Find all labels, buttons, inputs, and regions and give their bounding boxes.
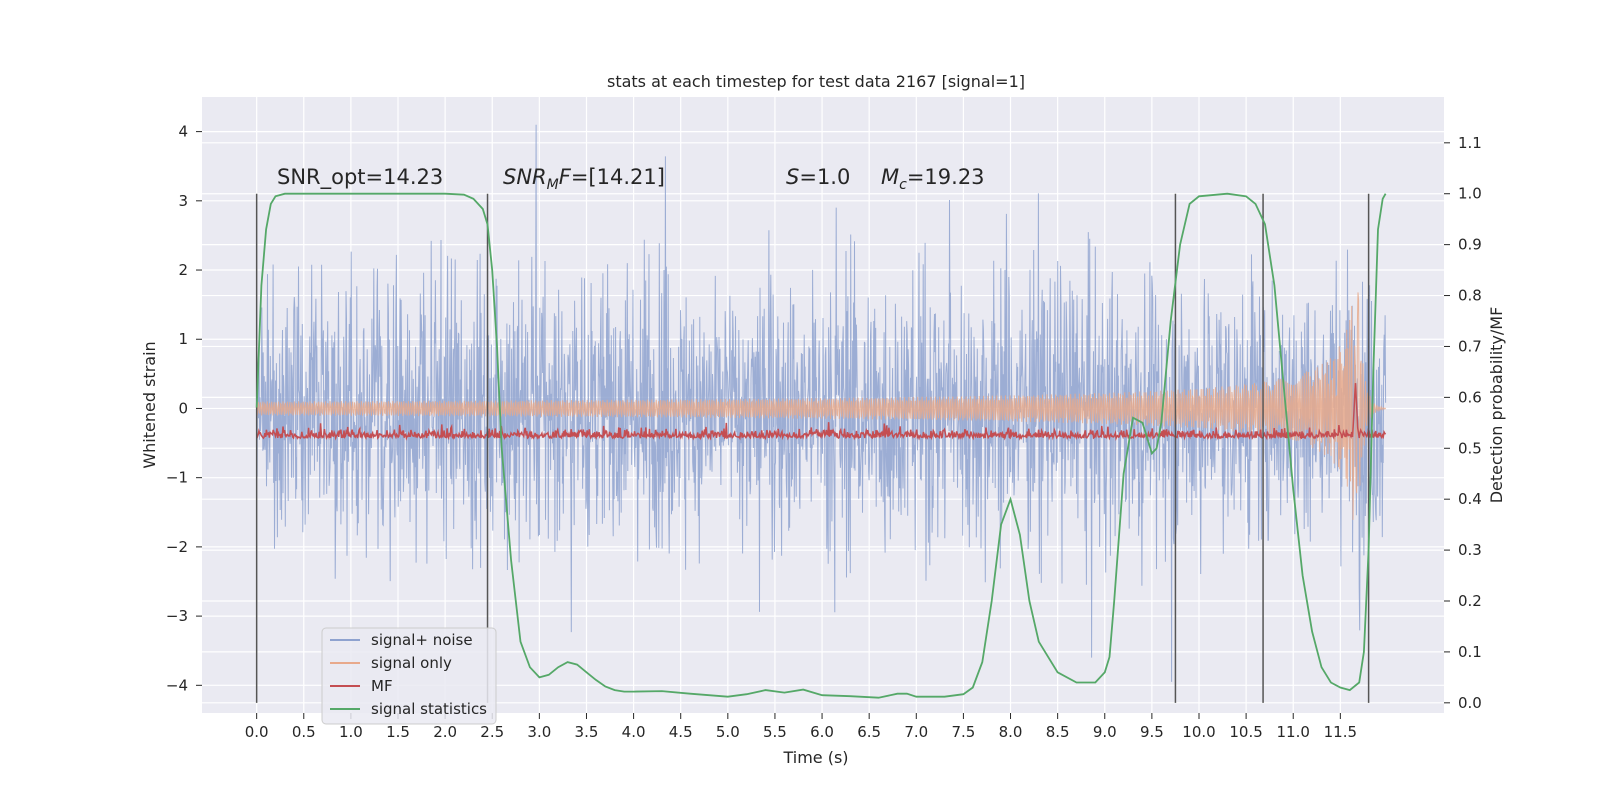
x-axis-ticks: 0.0 0.5 1.0 1.5 2.0 2.5 3.0 3.5 4.0 4.5 5.0 5.5 6.0 6… bbox=[245, 713, 1357, 741]
legend-label-signal-noise: signal+ noise bbox=[371, 631, 473, 649]
x-tick-label: 11.0 bbox=[1277, 723, 1310, 741]
x-tick-label: 6.5 bbox=[857, 723, 881, 741]
x-tick-label: 11.5 bbox=[1324, 723, 1357, 741]
x-tick-label: 7.5 bbox=[951, 723, 975, 741]
x-tick-label: 7.0 bbox=[904, 723, 928, 741]
y-tick-label: −4 bbox=[166, 676, 188, 694]
x-tick-label: 4.0 bbox=[622, 723, 646, 741]
y2-tick-label: 1.0 bbox=[1458, 185, 1482, 203]
x-tick-label: 0.0 bbox=[245, 723, 269, 741]
series-mf bbox=[255, 383, 1387, 442]
y-axis-ticks: 4 3 2 1 0 −1 −2 −3 −4 bbox=[166, 123, 202, 694]
signal-statistics-line bbox=[255, 192, 1387, 699]
y2-tick-label: 0.0 bbox=[1458, 694, 1482, 712]
y2-tick-label: 0.3 bbox=[1458, 541, 1482, 559]
y2-tick-label: 1.1 bbox=[1458, 134, 1482, 152]
series-signal-noise bbox=[256, 124, 1387, 682]
y2-tick-label: 0.8 bbox=[1458, 287, 1482, 305]
annotations: SNR_opt=14.23 SNRMF=[14.21] S=1.0 Mc=19.… bbox=[277, 165, 985, 193]
x-tick-label: 2.0 bbox=[433, 723, 457, 741]
x-tick-label: 6.0 bbox=[810, 723, 834, 741]
x-tick-label: 0.5 bbox=[292, 723, 316, 741]
series-signal-statistics bbox=[255, 192, 1387, 699]
mf-line bbox=[255, 383, 1387, 442]
y2-tick-label: 0.6 bbox=[1458, 388, 1482, 406]
y-tick-label: −1 bbox=[166, 469, 188, 487]
legend-box bbox=[321, 627, 497, 725]
x-tick-label: 4.5 bbox=[669, 723, 693, 741]
vertical-markers bbox=[255, 193, 1370, 703]
annotation-mc: Mc=19.23 bbox=[881, 165, 985, 193]
signal-only-line bbox=[256, 292, 1387, 520]
x-tick-label: 1.0 bbox=[339, 723, 363, 741]
x-tick-label: 8.5 bbox=[1046, 723, 1070, 741]
y2-tick-label: 0.1 bbox=[1458, 643, 1482, 661]
y2-tick-label: 0.5 bbox=[1458, 439, 1482, 457]
y2-tick-label: 0.9 bbox=[1458, 236, 1482, 254]
legend-label-signal-only: signal only bbox=[371, 654, 452, 672]
y-tick-label: 2 bbox=[178, 261, 188, 279]
x-tick-label: 9.5 bbox=[1140, 723, 1164, 741]
x-tick-label: 3.5 bbox=[575, 723, 599, 741]
legend-label-mf: MF bbox=[371, 677, 393, 695]
x-tick-label: 10.0 bbox=[1182, 723, 1215, 741]
y2-tick-label: 0.4 bbox=[1458, 490, 1482, 508]
legend: signal+ noise signal only MF signal stat… bbox=[321, 627, 497, 725]
x-tick-label: 1.5 bbox=[386, 723, 410, 741]
y-tick-label: 4 bbox=[178, 123, 188, 141]
x-tick-label: 2.5 bbox=[480, 723, 504, 741]
legend-label-signal-statistics: signal statistics bbox=[371, 700, 487, 718]
x-tick-label: 3.0 bbox=[527, 723, 551, 741]
series-signal-only bbox=[256, 292, 1387, 520]
y2-tick-label: 0.7 bbox=[1458, 337, 1482, 355]
y2-tick-label: 0.2 bbox=[1458, 592, 1482, 610]
x-tick-label: 5.5 bbox=[763, 723, 787, 741]
y-tick-label: −3 bbox=[166, 607, 188, 625]
y-tick-label: 1 bbox=[178, 330, 188, 348]
annotation-snr-mf: SNRMF=[14.21] bbox=[503, 165, 665, 193]
x-tick-label: 9.0 bbox=[1093, 723, 1117, 741]
annotation-s: S=1.0 bbox=[786, 165, 850, 189]
y-axis-label: Whitened strain bbox=[140, 341, 159, 468]
chart-title: stats at each timestep for test data 216… bbox=[607, 72, 1025, 91]
signal-noise-line bbox=[256, 124, 1387, 682]
annotation-snr-opt: SNR_opt=14.23 bbox=[277, 165, 443, 190]
y-tick-label: −2 bbox=[166, 538, 188, 556]
y-tick-label: 0 bbox=[178, 399, 188, 417]
x-tick-label: 5.0 bbox=[716, 723, 740, 741]
y2-axis-ticks: 1.1 1.0 0.9 0.8 0.7 0.6 0.5 0.4 0.3 0.2 0.1 0.0 bbox=[1444, 134, 1482, 712]
y2-axis-label: Detection probability/MF bbox=[1487, 307, 1506, 504]
y-tick-label: 3 bbox=[178, 192, 188, 210]
x-tick-label: 8.0 bbox=[999, 723, 1023, 741]
x-tick-label: 10.5 bbox=[1229, 723, 1262, 741]
x-axis-label: Time (s) bbox=[782, 748, 848, 767]
